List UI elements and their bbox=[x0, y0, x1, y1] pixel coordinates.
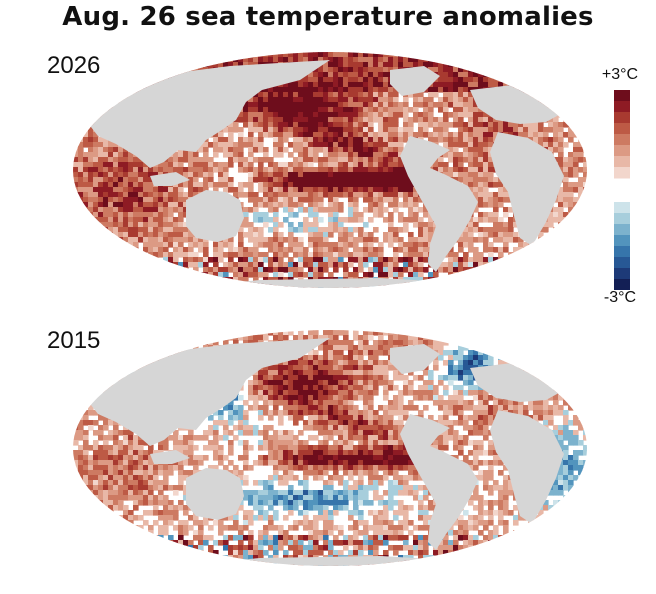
legend-cool-swatch bbox=[614, 213, 630, 225]
legend-warm-swatch bbox=[614, 145, 630, 157]
year-label-2026: 2026 bbox=[47, 52, 101, 79]
land-greenland bbox=[390, 344, 440, 374]
land-australia bbox=[186, 190, 244, 242]
page-title: Aug. 26 sea temperature anomalies bbox=[62, 2, 594, 32]
legend-warm-swatch bbox=[614, 123, 630, 135]
land-antarctica bbox=[150, 556, 520, 566]
legend-warm-swatch bbox=[614, 134, 630, 146]
sst-anomaly-map-2026 bbox=[73, 52, 587, 288]
legend-cool-swatch bbox=[614, 224, 630, 236]
legend-cool-swatch bbox=[614, 235, 630, 247]
sst-anomaly-map-2015 bbox=[73, 330, 587, 566]
legend-warm-swatch bbox=[614, 167, 630, 179]
land-greenland bbox=[390, 66, 440, 96]
land-indonesia bbox=[150, 172, 190, 186]
legend-color-bar bbox=[614, 90, 630, 290]
year-label-2015: 2015 bbox=[47, 327, 101, 354]
land-africa bbox=[490, 410, 564, 524]
land-antarctica bbox=[150, 278, 520, 288]
legend-cool-swatch bbox=[614, 202, 630, 214]
legend-cool-swatch bbox=[614, 257, 630, 269]
legend-cool-swatch bbox=[614, 279, 630, 290]
land-americas bbox=[400, 414, 478, 550]
legend-warm-swatch bbox=[614, 101, 630, 113]
legend-min-label: -3°C bbox=[603, 289, 637, 306]
legend-cool-swatch bbox=[614, 268, 630, 280]
land-indonesia bbox=[150, 450, 190, 464]
land-americas bbox=[400, 136, 478, 272]
legend-max-label: +3°C bbox=[601, 66, 639, 83]
land-africa bbox=[490, 132, 564, 246]
legend-warm-swatch bbox=[614, 156, 630, 168]
legend-warm-swatch bbox=[614, 112, 630, 124]
legend-cool-swatch bbox=[614, 246, 630, 258]
land-australia bbox=[186, 468, 244, 520]
color-legend: +3°C -3°C bbox=[590, 66, 650, 316]
legend-warm-swatch bbox=[614, 90, 630, 102]
